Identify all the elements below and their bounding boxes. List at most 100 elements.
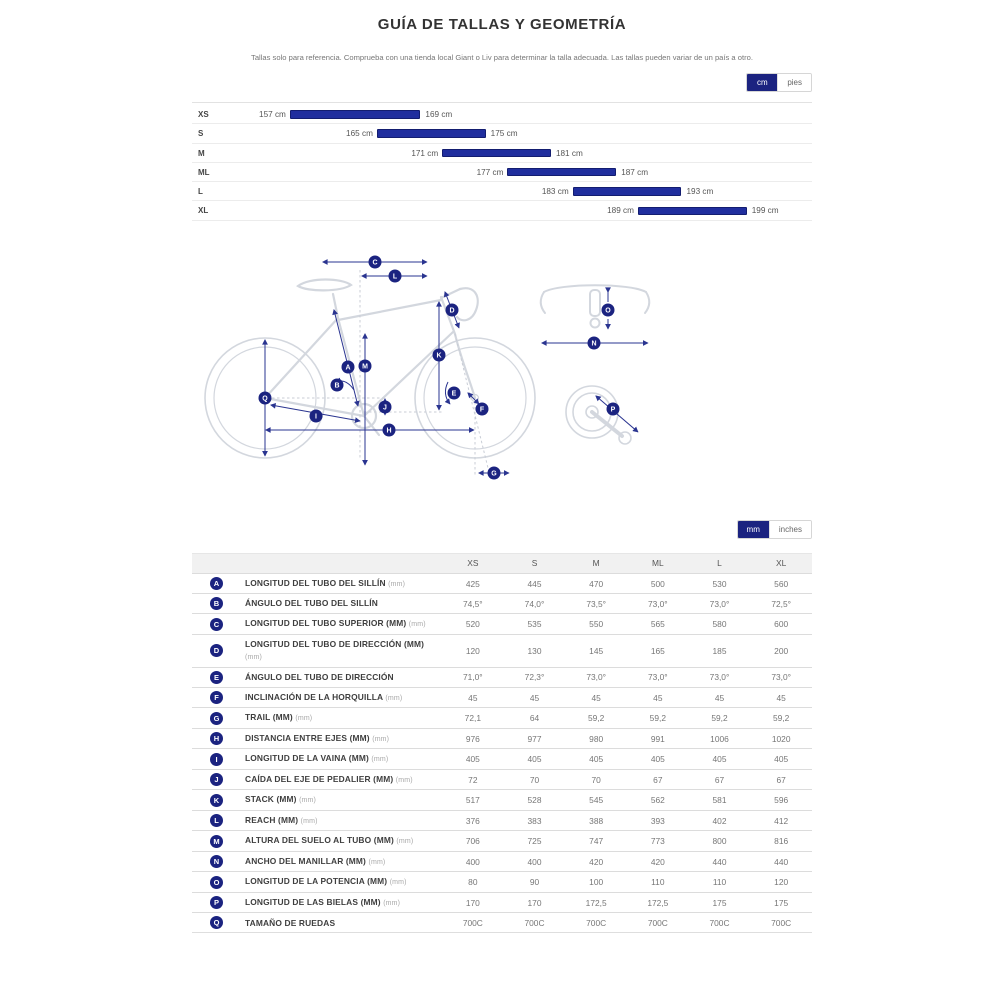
geometry-value: 550 [589, 619, 604, 630]
size-range-chart: XS 157 cm 169 cm S 165 cm 175 cm M 171 c… [192, 105, 812, 221]
max-height-label: 169 cm [425, 110, 453, 119]
geometry-value: 565 [650, 619, 665, 630]
geometry-value: 816 [774, 836, 789, 847]
geometry-value: 600 [774, 619, 789, 630]
svg-text:Q: Q [262, 395, 268, 402]
geometry-value: 175 [712, 897, 727, 908]
row-label-text: TRAIL (MM) (mm) [245, 711, 312, 725]
toggle-mm-button[interactable]: mm [737, 520, 769, 538]
row-badge: D [210, 644, 223, 658]
geometry-value: 800 [712, 836, 727, 847]
row-label-text: LONGITUD DE LAS BIELAS (MM) (mm) [245, 896, 400, 910]
row-label-cell: K STACK (MM) (mm) [192, 790, 442, 810]
row-label-cell: J CAÍDA DEL EJE DE PEDALIER (MM) (mm) [192, 770, 442, 790]
diagram-badge-P: P [606, 402, 620, 416]
svg-text:N: N [591, 340, 596, 347]
row-badge: P [210, 896, 223, 910]
geometry-value: 580 [712, 619, 727, 630]
page-title: GUÍA DE TALLAS Y GEOMETRÍA [377, 16, 627, 33]
toggle-inches-button[interactable]: inches [768, 520, 811, 538]
row-label-text: LONGITUD DE LA POTENCIA (MM) (mm) [245, 875, 407, 889]
svg-text:M: M [362, 363, 368, 370]
min-height-label: 157 cm [259, 110, 286, 119]
row-label-text: ÁNGULO DEL TUBO DE DIRECCIÓN [245, 671, 394, 684]
geometry-value: 59,2 [649, 713, 666, 724]
svg-text:P: P [611, 406, 616, 413]
row-label: REACH (MM) [245, 814, 299, 825]
geometry-value: 700C [524, 917, 545, 928]
geometry-table-header: XS S M ML L XL [192, 552, 812, 573]
geometry-value: 560 [774, 578, 789, 589]
row-label-cell: M ALTURA DEL SUELO AL TUBO (MM) (mm) [192, 831, 442, 851]
geometry-table: XS S M ML L XL A LONGITUD DEL TUBO DEL SILLÍN… [192, 552, 812, 934]
size-chart-row: ML 177 cm 187 cm [192, 163, 812, 183]
row-label: LONGITUD DEL TUBO DEL SILLÍN [245, 577, 386, 588]
row-suffix: (mm) [383, 899, 401, 907]
diagram-badge-L: L [388, 269, 402, 283]
svg-text:O: O [605, 307, 611, 314]
row-label-cell: H DISTANCIA ENTRE EJES (MM) (mm) [192, 729, 442, 749]
geometry-value: 700C [709, 917, 730, 928]
size-label: XL [198, 206, 209, 216]
header-empty-cell [192, 554, 442, 573]
geometry-value: 405 [650, 754, 665, 765]
diagram-badge-I: I [309, 409, 323, 423]
toggle-pies-button[interactable]: pies [777, 74, 811, 91]
geometry-value: 72 [468, 774, 478, 785]
row-label: TAMAÑO DE RUEDAS [245, 917, 336, 928]
svg-text:B: B [334, 382, 339, 389]
height-range-bar [376, 129, 486, 138]
geometry-value: 400 [465, 856, 480, 867]
geometry-value: 45 [776, 692, 786, 703]
geometry-value: 45 [591, 692, 601, 703]
row-badge: B [210, 597, 223, 611]
mm-toggle-row: mm inches [192, 519, 812, 539]
row-label-cell: O LONGITUD DE LA POTENCIA (MM) (mm) [192, 872, 442, 892]
max-height-label: 187 cm [621, 167, 649, 177]
geometry-value: 45 [468, 692, 478, 703]
row-badge: M [210, 834, 223, 848]
diagram-badge-B: B [330, 378, 344, 392]
svg-text:I: I [315, 413, 317, 420]
size-chart-row: XS 157 cm 169 cm [192, 105, 812, 125]
row-label-cell: I LONGITUD DE LA VAINA (MM) (mm) [192, 749, 442, 769]
row-label: LONGITUD DEL TUBO DE DIRECCIÓN (MM) [245, 638, 425, 649]
row-badge: A [210, 577, 223, 591]
toggle-cm-button[interactable]: cm [747, 74, 778, 91]
size-chart-row: XL 189 cm 199 cm [192, 201, 812, 221]
geometry-value: 71,0° [463, 672, 483, 683]
geometry-value: 73,0° [709, 598, 730, 609]
height-range-bar [442, 148, 551, 158]
geometry-value: 725 [527, 836, 542, 847]
row-label-cell: E ÁNGULO DEL TUBO DE DIRECCIÓN [192, 668, 442, 687]
geometry-value: 376 [465, 815, 480, 826]
row-badge: K [210, 793, 223, 807]
diagram-badge-M: M [358, 359, 372, 373]
min-height-label: 171 cm [411, 148, 439, 158]
table-row: H DISTANCIA ENTRE EJES (MM) (mm) 976 977 9… [192, 727, 812, 749]
row-suffix: (mm) [408, 621, 426, 629]
geometry-value: 517 [465, 795, 480, 806]
geometry-table-body: A LONGITUD DEL TUBO DEL SILLÍN (mm) 425 4… [192, 572, 812, 933]
row-label: DISTANCIA ENTRE EJES (MM) [245, 732, 370, 743]
geometry-diagram: A B C D E F G H I J K L M N O P Q [204, 255, 651, 480]
table-row: M ALTURA DEL SUELO AL TUBO (MM) (mm) 706… [192, 830, 812, 851]
geometry-value: 59,2 [773, 713, 790, 724]
svg-text:K: K [436, 352, 441, 359]
row-label-text: REACH (MM) (mm) [245, 814, 318, 828]
geometry-value: 706 [465, 836, 480, 847]
geometry-value: 700C [771, 917, 792, 928]
height-range-bar [289, 110, 421, 119]
svg-text:E: E [452, 390, 457, 397]
geometry-value: 59,2 [711, 713, 728, 724]
geometry-value: 700C [586, 917, 607, 928]
svg-text:L: L [393, 273, 398, 280]
geometry-value: 700C [647, 917, 668, 928]
geometry-value: 165 [650, 645, 665, 656]
geometry-value: 773 [650, 836, 665, 847]
geometry-value: 520 [465, 619, 480, 630]
size-label: L [198, 187, 203, 197]
row-badge: I [210, 752, 223, 766]
row-label: TRAIL (MM) [245, 712, 293, 723]
row-label-cell: F INCLINACIÓN DE LA HORQUILLA (mm) [192, 688, 442, 708]
